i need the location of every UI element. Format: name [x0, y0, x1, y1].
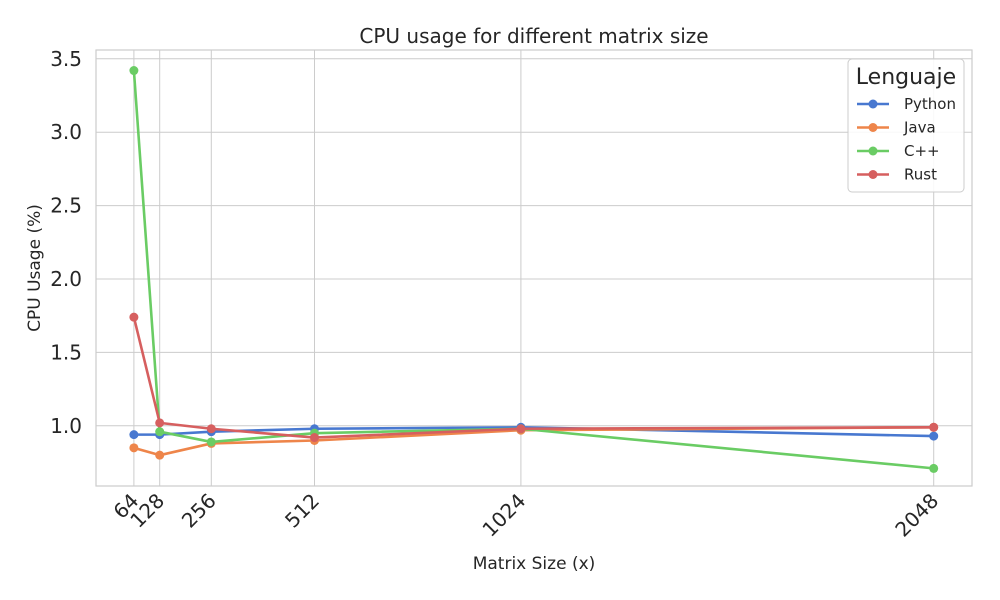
y-tick-label: 1.0: [50, 414, 82, 438]
legend-box: [847, 58, 965, 193]
chart-title: CPU usage for different matrix size: [359, 24, 708, 48]
legend-item-rust: Rust: [857, 166, 937, 184]
data-point-python: [929, 431, 939, 441]
legend-items: Python Java C++ Rust: [857, 95, 956, 184]
series-rust: [129, 312, 939, 443]
data-point-python: [129, 430, 139, 440]
series-layer: [129, 66, 939, 473]
legend-swatch-marker: [868, 99, 878, 109]
y-axis-title: CPU Usage (%): [25, 204, 45, 332]
data-point-rust: [516, 424, 526, 434]
data-point-java: [129, 443, 139, 453]
legend-label: C++: [904, 142, 940, 160]
legend-swatch-marker: [868, 170, 878, 179]
data-point-c: [206, 437, 216, 447]
legend-item-java: Java: [857, 119, 936, 137]
series-c: [129, 66, 939, 473]
y-tick-label: 2.0: [50, 267, 82, 291]
legend-item-c: C++: [857, 142, 940, 160]
x-tick-label: 1024: [477, 489, 530, 542]
series-line-c: [132, 69, 936, 470]
series-line-rust: [132, 315, 936, 439]
legend-swatch-marker: [868, 123, 878, 132]
data-point-rust: [129, 312, 139, 322]
legend-swatch-marker: [868, 146, 878, 156]
legend-label: Rust: [904, 166, 937, 184]
legend: Lenguaje Python Java C++ Rust: [847, 58, 965, 193]
plot-area-frame: [95, 49, 973, 487]
x-tick-label: 512: [280, 489, 324, 533]
data-point-rust: [206, 424, 216, 434]
x-tick-label: 2048: [890, 489, 943, 542]
y-tick-labels: 1.0 1.5 2.0 2.5 3.0 3.5: [50, 47, 82, 438]
data-point-c: [155, 427, 165, 437]
legend-title: Lenguaje: [856, 65, 956, 90]
data-point-c: [129, 66, 139, 76]
legend-label: Java: [903, 119, 936, 137]
data-point-java: [155, 450, 165, 460]
x-gridlines: [133, 50, 935, 486]
y-tick-label: 1.5: [50, 340, 82, 364]
legend-label: Python: [904, 95, 956, 113]
data-point-rust: [155, 418, 165, 428]
x-axis-title: Matrix Size (x): [473, 554, 596, 574]
y-gridlines: [96, 58, 972, 427]
y-tick-label: 3.0: [50, 120, 82, 144]
legend-item-python: Python: [857, 95, 956, 113]
y-tick-label: 3.5: [50, 47, 82, 71]
data-point-rust: [309, 433, 319, 443]
x-tick-label: 256: [177, 489, 221, 533]
data-point-c: [929, 463, 939, 473]
data-point-rust: [929, 422, 939, 432]
y-tick-label: 2.5: [50, 194, 82, 218]
